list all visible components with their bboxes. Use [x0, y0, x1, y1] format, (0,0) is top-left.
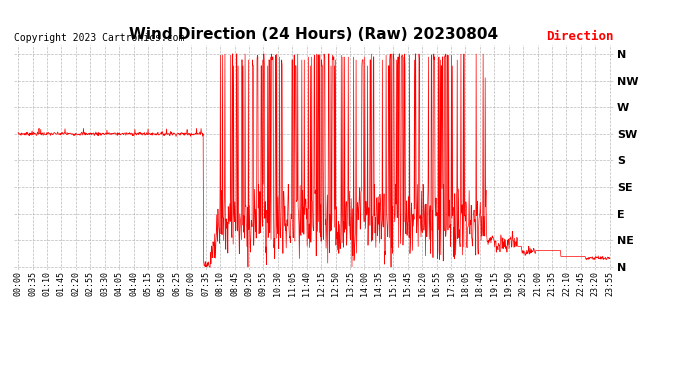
Title: Wind Direction (24 Hours) (Raw) 20230804: Wind Direction (24 Hours) (Raw) 20230804	[130, 27, 498, 42]
Text: Copyright 2023 Cartronics.com: Copyright 2023 Cartronics.com	[14, 33, 184, 43]
Text: Direction: Direction	[546, 30, 614, 43]
